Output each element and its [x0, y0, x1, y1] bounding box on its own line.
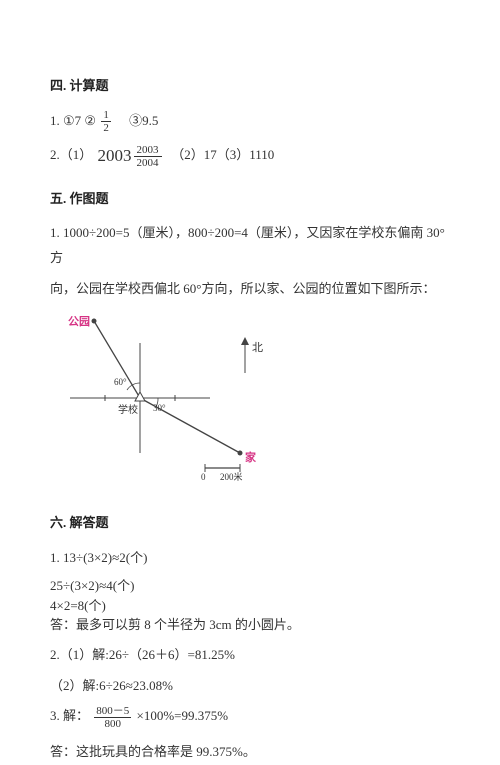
q6-3-after: ×100%=99.375% — [137, 708, 229, 723]
q4-1-after: ③9.5 — [116, 113, 158, 128]
q4-1: 1. ①7 ② 1 2 ③9.5 — [50, 109, 450, 135]
section-5-title: 五. 作图题 — [50, 187, 450, 212]
q6-2-l1: 2.（1）解:26÷（26＋6）=81.25% — [50, 643, 450, 668]
q4-1-prefix: 1. ①7 ② — [50, 113, 96, 128]
frac-den: 800 — [94, 718, 131, 730]
geometry-diagram: 公园 家 学校 北 60° 30° 0 200米 — [50, 313, 450, 497]
q4-2-int: 2003 — [98, 146, 132, 165]
q6-3-frac: 800－5 800 — [94, 705, 131, 730]
label-60: 60° — [114, 377, 127, 387]
q6-1-l1: 1. 13÷(3×2)≈2(个) — [50, 546, 450, 571]
q6-3-answer: 答：这批玩具的合格率是 99.375%。 — [50, 740, 450, 765]
label-home: 家 — [245, 450, 257, 464]
section-6-title: 六. 解答题 — [50, 511, 450, 536]
section-4-title: 四. 计算题 — [50, 74, 450, 99]
q4-2-after: （2）17（3）1110 — [165, 147, 275, 162]
diagram-svg: 公园 家 学校 北 60° 30° 0 200米 — [50, 313, 310, 488]
q4-2-frac: 2003 2004 — [134, 144, 162, 169]
frac-den: 2004 — [134, 157, 162, 169]
frac-den: 2 — [101, 122, 111, 134]
label-north: 北 — [252, 341, 263, 354]
q6-3-prefix: 3. 解： — [50, 708, 89, 723]
q4-2-prefix: 2.（1） — [50, 147, 92, 162]
q4-2: 2.（1） 2003 2003 2004 （2）17（3）1110 — [50, 140, 450, 172]
scale-0: 0 — [201, 472, 206, 482]
q6-1-l2: 25÷(3×2)≈4(个) — [50, 576, 450, 596]
q5-line1: 1. 1000÷200=5（厘米），800÷200=4（厘米），又因家在学校东偏… — [50, 221, 450, 270]
q4-1-frac: 1 2 — [101, 109, 111, 134]
scale-200: 200米 — [220, 471, 243, 482]
frac-num: 1 — [101, 109, 111, 122]
label-school: 学校 — [118, 403, 138, 416]
q6-2-l2: （2）解:6÷26≈23.08% — [50, 674, 450, 699]
q6-1-l3: 4×2=8(个) — [50, 596, 450, 616]
label-park: 公园 — [68, 315, 90, 328]
frac-num: 2003 — [134, 144, 162, 157]
label-30: 30° — [153, 403, 166, 413]
q5-line2: 向，公园在学校西偏北 60°方向，所以家、公园的位置如下图所示： — [50, 277, 450, 302]
q6-3: 3. 解： 800－5 800 ×100%=99.375% — [50, 704, 450, 730]
q6-1-l4: 答：最多可以剪 8 个半径为 3cm 的小圆片。 — [50, 615, 450, 635]
